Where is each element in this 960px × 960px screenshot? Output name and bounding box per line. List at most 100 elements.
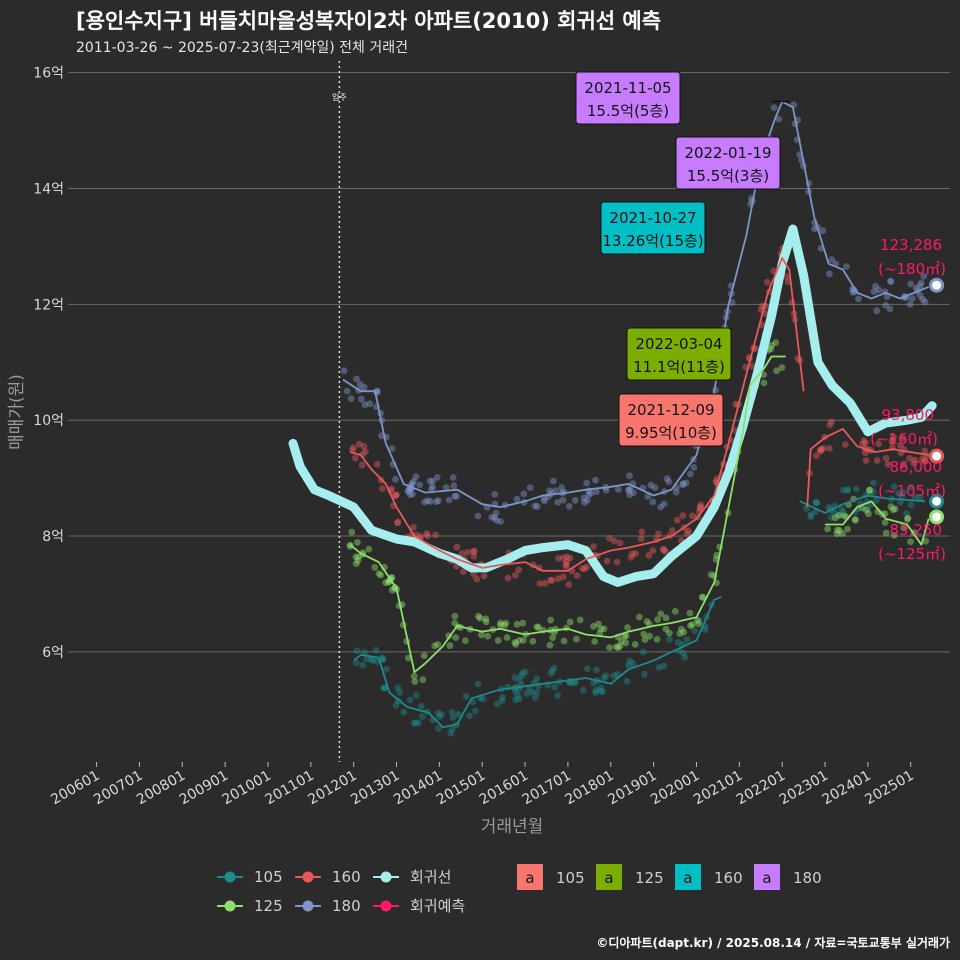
data-point <box>687 622 694 629</box>
legend-box-label: 125 <box>635 869 664 887</box>
data-point <box>433 498 440 506</box>
data-point <box>690 464 698 471</box>
data-point <box>623 677 631 685</box>
data-point <box>906 454 913 462</box>
data-point <box>404 488 412 495</box>
data-point <box>592 687 600 694</box>
data-point <box>515 695 523 703</box>
data-point <box>682 479 690 487</box>
data-point <box>627 554 635 561</box>
data-point <box>355 553 362 561</box>
data-point <box>645 551 653 559</box>
data-point <box>597 688 605 695</box>
data-point <box>904 515 911 523</box>
chart-subtitle: 2011-03-26 ~ 2025-07-23(최근계약일) 전체 거래건 <box>76 40 408 56</box>
legend-box-125 <box>596 864 622 890</box>
data-point <box>493 700 501 708</box>
data-point <box>911 456 919 464</box>
legend-point-regression <box>380 871 392 883</box>
data-point <box>680 628 688 636</box>
data-point <box>409 480 416 487</box>
data-point <box>400 708 408 716</box>
y-axis-label: 매매가(원) <box>7 374 27 450</box>
data-point <box>449 714 457 721</box>
data-point <box>813 452 820 460</box>
data-point <box>563 553 571 561</box>
data-point <box>679 512 687 519</box>
data-point <box>599 688 606 695</box>
data-point <box>881 519 889 526</box>
data-point <box>360 443 368 450</box>
data-point <box>590 622 597 630</box>
data-point <box>560 637 568 645</box>
data-point <box>668 527 676 534</box>
data-point <box>361 649 368 656</box>
data-point <box>420 652 428 660</box>
data-point <box>493 517 500 524</box>
data-point <box>643 618 651 625</box>
data-point <box>362 448 369 455</box>
data-point <box>450 482 458 490</box>
data-point <box>446 642 454 650</box>
data-point <box>480 572 488 580</box>
legend-label-160: 160 <box>332 868 361 886</box>
data-point <box>639 648 647 656</box>
data-point <box>862 506 870 514</box>
data-point <box>514 691 521 699</box>
forecast-value-160: 93,800 <box>882 406 935 424</box>
data-point <box>760 379 768 387</box>
legend-box-160 <box>675 864 701 890</box>
data-point <box>470 547 478 555</box>
data-point <box>597 625 605 633</box>
data-point <box>394 697 402 705</box>
data-point <box>427 498 434 505</box>
data-point <box>625 661 632 669</box>
data-point <box>448 708 456 716</box>
annotation-date: 2021-11-05 <box>584 79 671 97</box>
data-point <box>662 625 670 633</box>
data-point <box>497 619 504 627</box>
data-point <box>555 555 562 562</box>
data-point <box>587 490 595 497</box>
data-point <box>355 440 363 448</box>
data-point <box>529 637 537 645</box>
data-point <box>518 669 526 677</box>
forecast-value-125: 83,250 <box>890 521 943 539</box>
data-point <box>471 707 479 715</box>
data-point <box>872 282 879 290</box>
data-point <box>698 593 706 601</box>
data-point <box>358 461 366 469</box>
annotation-price: 15.5억(3층) <box>687 167 769 185</box>
data-point <box>379 655 387 663</box>
legend: 105 160 회귀선 125 180 회귀예측 a 105 a 125 a 160 a 180 <box>217 864 822 915</box>
data-point <box>515 566 523 574</box>
data-point <box>409 490 416 498</box>
data-point <box>532 694 539 702</box>
data-point <box>889 506 897 514</box>
data-point <box>636 613 643 621</box>
series-line-105 <box>353 596 722 729</box>
data-point <box>646 632 653 640</box>
legend-box-glyph: a <box>762 869 771 887</box>
data-point <box>875 286 883 294</box>
data-point <box>484 632 492 640</box>
data-point <box>696 503 704 511</box>
data-point <box>479 695 487 703</box>
data-point <box>431 642 439 650</box>
data-point <box>775 115 783 123</box>
data-point <box>887 278 895 285</box>
data-point <box>629 660 637 667</box>
data-point <box>559 496 567 504</box>
data-point <box>838 506 846 513</box>
forecast-value-180: 123,286 <box>880 236 942 254</box>
data-point <box>649 498 657 506</box>
forecast-value-105: 86,000 <box>890 458 943 476</box>
data-point <box>891 505 899 513</box>
data-point <box>614 644 622 652</box>
data-point <box>917 279 925 287</box>
data-point <box>375 570 383 577</box>
y-tick-label: 12억 <box>33 297 64 313</box>
data-point <box>864 505 871 512</box>
data-point <box>649 547 657 554</box>
data-point <box>824 525 831 533</box>
